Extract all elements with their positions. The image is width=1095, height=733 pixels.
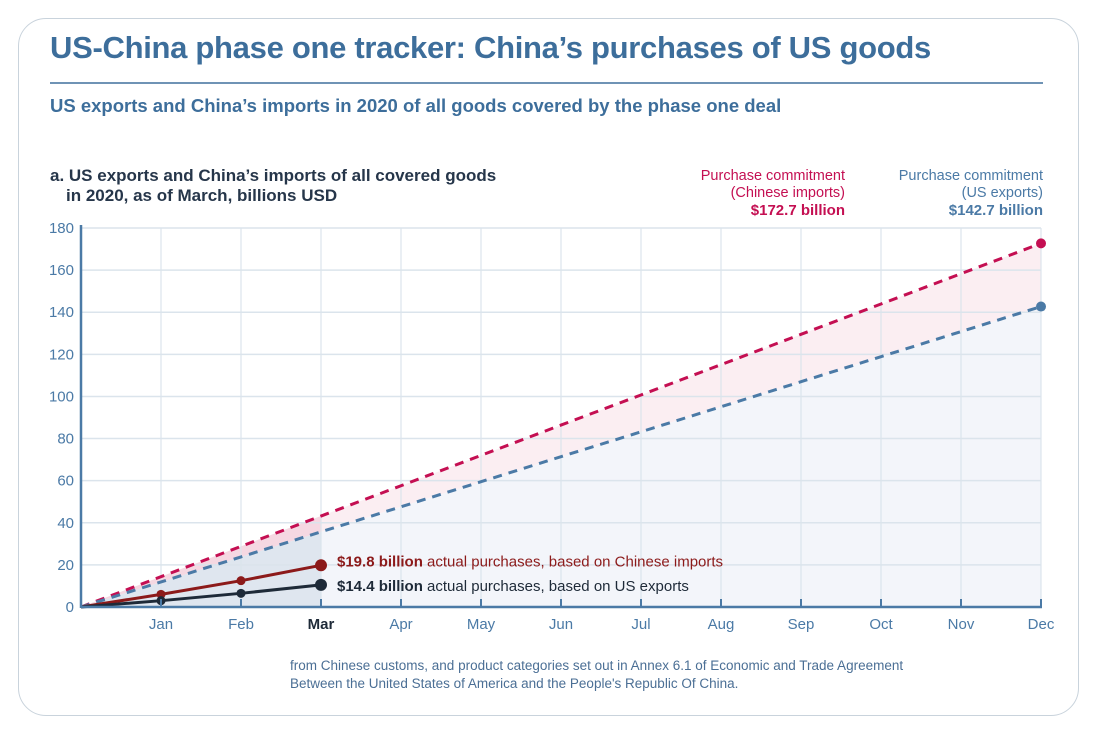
commitment-cn-amount: $172.7 billion	[750, 202, 845, 219]
commitment-line-chinese-imports	[80, 241, 1042, 609]
commitment-chinese-imports: Purchase commitment (Chinese imports) $1…	[701, 168, 845, 219]
commitment-us-exports: Purchase commitment (US exports) $142.7 …	[899, 168, 1043, 219]
panel-title: a. US exports and China’s imports of all…	[50, 166, 610, 206]
x-tick-label: Nov	[948, 616, 975, 633]
commitment-us-label1: Purchase commitment	[898, 168, 1043, 184]
x-tick-label: Sep	[788, 616, 815, 633]
actual-line-us-exports	[80, 583, 322, 609]
commitment-cn-label2: (Chinese imports)	[730, 185, 845, 201]
x-tick-label: Dec	[1028, 616, 1055, 633]
page-title: US-China phase one tracker: China’s purc…	[50, 30, 931, 65]
annotation-us-amount: $14.4 billion	[337, 578, 423, 595]
y-tick-label: 80	[57, 431, 74, 448]
commitment-us-label2: (US exports)	[961, 185, 1043, 201]
actual-line-chinese-imports	[80, 563, 322, 609]
annotation-cn-amount: $19.8 billion	[337, 553, 423, 570]
y-tick-label: 0	[66, 599, 74, 616]
annotation-cn-text: actual purchases, based on Chinese impor…	[423, 553, 723, 570]
commitment-line-us-exports	[80, 305, 1042, 609]
panel-title-line2: in 2020, as of March, billions USD	[66, 186, 338, 205]
title-divider	[50, 82, 1043, 84]
annotation-us-exports: $14.4 billion actual purchases, based on…	[337, 578, 689, 595]
x-tick-label: Jun	[549, 616, 573, 633]
source-note-line2: Between the United States of America and…	[290, 676, 739, 691]
x-tick-label: Aug	[708, 616, 735, 633]
x-tick-label: Apr	[389, 616, 412, 633]
y-tick-label: 140	[49, 304, 74, 321]
data-point	[156, 589, 166, 599]
data-point	[236, 576, 246, 586]
commitment-endpoint	[1036, 301, 1046, 312]
data-point	[315, 559, 327, 572]
commitment-endpoint	[1036, 238, 1046, 249]
y-tick-label: 60	[57, 473, 74, 490]
y-tick-label: 100	[49, 388, 74, 405]
y-tick-label: 120	[49, 346, 74, 363]
x-tick-label: Oct	[869, 616, 893, 633]
x-tick-label: May	[467, 616, 496, 633]
y-tick-label: 20	[57, 557, 74, 574]
data-point	[315, 578, 327, 591]
x-tick-label: Feb	[228, 616, 254, 633]
y-tick-label: 160	[49, 262, 74, 279]
x-tick-label: Jul	[631, 616, 650, 633]
x-tick-label: Mar	[308, 616, 335, 633]
source-note-line1: from Chinese customs, and product catego…	[290, 658, 904, 673]
page-subtitle: US exports and China’s imports in 2020 o…	[50, 95, 782, 116]
y-tick-label: 180	[49, 220, 74, 237]
annotation-us-text: actual purchases, based on US exports	[423, 578, 689, 595]
annotation-chinese-imports: $19.8 billion actual purchases, based on…	[337, 553, 723, 570]
commitment-cn-label1: Purchase commitment	[700, 168, 845, 184]
y-tick-label: 40	[57, 515, 74, 532]
source-note: from Chinese customs, and product catego…	[290, 657, 903, 693]
data-point	[236, 588, 246, 598]
x-tick-label: Jan	[149, 616, 173, 633]
panel-title-line1: a. US exports and China’s imports of all…	[50, 166, 497, 185]
commitment-us-amount: $142.7 billion	[948, 202, 1043, 219]
